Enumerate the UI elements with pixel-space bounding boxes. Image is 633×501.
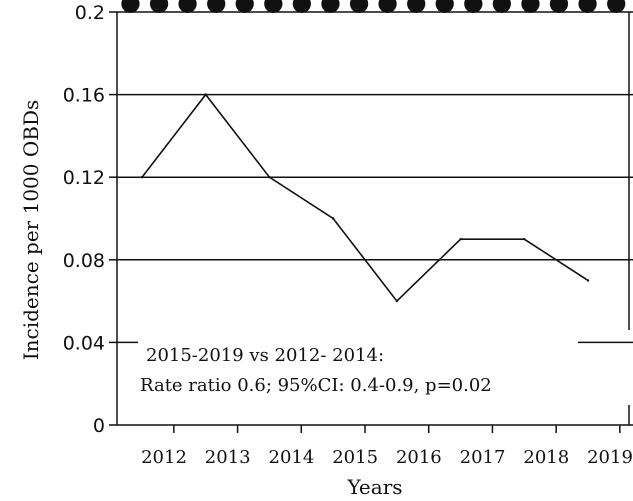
annotation-line-1: 2015-2019 vs 2012- 2014: xyxy=(146,345,384,366)
y-tick-label: 0 xyxy=(93,415,105,437)
x-tick-labels: 2012 2013 2014 2015 2016 2017 2018 2019 xyxy=(141,447,633,468)
annotation-box: 2015-2019 vs 2012- 2014: Rate ratio 0.6;… xyxy=(138,336,578,410)
y-tick-label: 0.04 xyxy=(63,332,105,354)
x-axis-title: Years xyxy=(346,475,402,499)
y-tick-label: 0.08 xyxy=(63,250,105,272)
data-point-2013 xyxy=(205,93,207,95)
x-tick-label: 2012 xyxy=(141,447,187,468)
data-point-2017 xyxy=(459,238,461,240)
annotation-line-2: Rate ratio 0.6; 95%CI: 0.4-0.9, p=0.02 xyxy=(140,375,492,396)
svg-text:● ● ● ● ● ● ● ● ● ● ● ● ● ● ●: ● ● ● ● ● ● ● ● ● ● ● ● ● ● ● ● ● ● xyxy=(120,0,627,16)
x-tick-label: 2018 xyxy=(523,447,569,468)
x-tick-label: 2015 xyxy=(332,447,378,468)
data-point-2016 xyxy=(396,300,398,302)
gridlines xyxy=(117,12,633,342)
data-point-2015 xyxy=(332,217,334,219)
x-tick-label: 2019 xyxy=(587,447,633,468)
x-tick-label: 2017 xyxy=(460,447,506,468)
series-line xyxy=(142,95,588,302)
cropped-title: ● ● ● ● ● ● ● ● ● ● ● ● ● ● ● ● ● ● xyxy=(120,0,627,16)
data-point-2018 xyxy=(523,238,525,240)
y-axis-title: Incidence per 1000 OBDs xyxy=(19,100,43,361)
y-tick-label: 0.12 xyxy=(63,167,105,189)
data-point-2012 xyxy=(141,176,143,178)
data-point-2019 xyxy=(587,279,589,281)
y-tick-label: 0.16 xyxy=(63,85,105,107)
series-lines xyxy=(141,93,589,302)
x-tick-label: 2014 xyxy=(269,447,315,468)
y-tick-label: 0.2 xyxy=(75,2,105,24)
data-point-2014 xyxy=(268,176,270,178)
x-tick-label: 2016 xyxy=(396,447,442,468)
x-tick-label: 2013 xyxy=(205,447,251,468)
y-tick-labels: 0 0.04 0.08 0.12 0.16 0.2 xyxy=(63,2,105,437)
